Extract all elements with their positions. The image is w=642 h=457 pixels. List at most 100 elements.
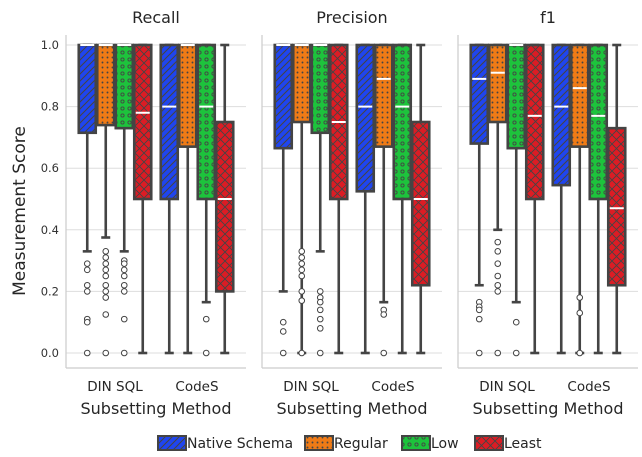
outlier-point	[316, 288, 324, 295]
outlier-point	[102, 281, 110, 289]
box-hatch	[606, 126, 627, 287]
outlier-point	[576, 294, 584, 301]
x-tick-label: DIN SQL	[87, 379, 143, 395]
outlier-point	[475, 306, 483, 314]
outlier-point	[494, 260, 502, 267]
x-tick-label: CodeS	[567, 379, 610, 395]
outlier-point	[83, 281, 91, 289]
outlier-point	[279, 349, 287, 357]
y-tick-label: 0.6	[41, 161, 59, 175]
box-low	[310, 43, 331, 357]
box-hatch	[569, 43, 590, 148]
box-hatch	[196, 43, 217, 201]
panel-title: Precision	[316, 8, 387, 27]
outlier-point	[298, 349, 306, 357]
box-least	[606, 43, 627, 355]
outlier-point	[494, 248, 502, 255]
outlier-point	[279, 328, 287, 335]
y-axis-label: Measurement Score	[10, 126, 30, 296]
panel-title: Recall	[132, 8, 180, 27]
outlier-point	[83, 318, 91, 326]
outlier-point	[380, 349, 388, 357]
box-hatch	[373, 43, 394, 148]
box-hatch	[273, 43, 294, 150]
box-hatch	[159, 43, 180, 201]
outlier-point	[120, 260, 128, 267]
outlier-point	[279, 318, 287, 326]
outlier-point	[120, 288, 128, 295]
outlier-point	[102, 254, 110, 261]
outlier-point	[576, 349, 584, 357]
y-tick-label: 0.8	[41, 100, 59, 114]
outlier-point	[298, 288, 306, 295]
box-regular	[487, 43, 508, 357]
legend-swatch-hatch	[474, 435, 504, 451]
y-tick-label: 0.0	[41, 346, 59, 360]
outlier-point	[102, 260, 110, 267]
outlier-point	[102, 288, 110, 295]
box-hatch	[588, 43, 609, 201]
box-regular	[373, 43, 394, 357]
legend-swatch-hatch	[401, 435, 431, 451]
outlier-point	[120, 315, 128, 323]
outlier-point	[298, 260, 306, 267]
outlier-point	[102, 311, 110, 318]
box-low	[506, 43, 527, 357]
box-hatch	[114, 43, 135, 130]
outlier-point	[298, 254, 306, 261]
box-least	[214, 43, 235, 355]
box-native-schema	[273, 43, 294, 357]
box-regular	[291, 43, 312, 357]
box-least	[410, 43, 431, 355]
y-tick-label: 0.2	[41, 284, 59, 298]
box-least	[524, 43, 545, 355]
panel-2: f1 DIN SQL CodeS Subsetting Method	[457, 8, 638, 418]
outlier-point	[83, 349, 91, 357]
outlier-point	[475, 349, 483, 357]
legend-item-native-schema: Native Schema	[157, 435, 293, 452]
legend-swatch-hatch	[304, 435, 334, 451]
outlier-point	[298, 266, 306, 274]
box-regular	[177, 43, 198, 355]
outlier-point	[494, 349, 502, 357]
box-hatch	[506, 43, 527, 150]
box-low	[588, 43, 609, 355]
outlier-point	[512, 349, 520, 357]
legend-label: Native Schema	[187, 436, 293, 452]
box-regular	[95, 43, 116, 357]
x-tick-label: CodeS	[371, 379, 414, 395]
box-hatch	[177, 43, 198, 148]
box-native-schema	[77, 43, 98, 357]
legend-item-least: Least	[474, 435, 542, 452]
legend-swatch-hatch	[157, 435, 187, 451]
x-tick-label: DIN SQL	[283, 379, 339, 395]
outlier-point	[494, 238, 502, 246]
outlier-point	[83, 266, 91, 274]
box-low	[114, 43, 135, 357]
box-hatch	[469, 43, 490, 145]
outlier-point	[316, 349, 324, 357]
legend-item-low: Low	[401, 435, 459, 452]
x-axis-label: Subsetting Method	[472, 399, 623, 418]
box-hatch	[392, 43, 413, 201]
x-axis-label: Subsetting Method	[276, 399, 427, 418]
box-least	[328, 43, 349, 355]
outlier-point	[576, 309, 584, 317]
outlier-point	[102, 294, 110, 301]
outlier-point	[380, 311, 388, 318]
box-hatch	[410, 120, 431, 287]
outlier-point	[120, 272, 128, 280]
outlier-point	[494, 272, 502, 280]
outlier-point	[102, 248, 110, 255]
box-low	[392, 43, 413, 355]
outlier-point	[316, 325, 324, 332]
box-hatch	[132, 43, 153, 201]
panel-title: f1	[540, 8, 556, 27]
outlier-point	[120, 266, 128, 274]
outlier-point	[316, 315, 324, 323]
outlier-point	[202, 315, 210, 323]
box-native-schema	[469, 43, 490, 357]
outlier-point	[298, 272, 306, 280]
box-native-schema	[551, 43, 572, 355]
box-hatch	[310, 43, 331, 135]
